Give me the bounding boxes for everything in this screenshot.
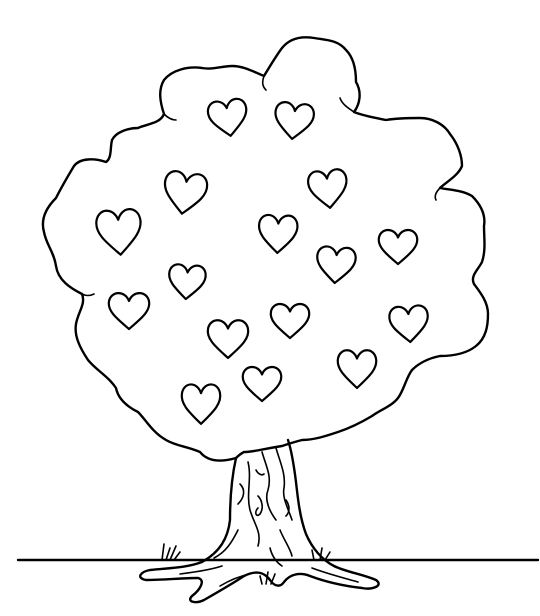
canopy-detail xyxy=(434,187,441,201)
canopy-detail xyxy=(339,97,355,113)
tree-canopy xyxy=(41,36,490,462)
heart-fruit xyxy=(316,245,357,285)
bark-texture xyxy=(311,567,359,583)
bark-texture xyxy=(219,573,251,587)
grass-tuft xyxy=(311,547,331,561)
bark-texture xyxy=(279,529,293,557)
grass-tuft xyxy=(259,571,276,585)
bark-texture xyxy=(247,461,260,547)
heart-fruit xyxy=(206,319,250,360)
heart-fruit xyxy=(388,304,429,344)
heart-fruit xyxy=(168,263,207,301)
heart-fruit xyxy=(377,228,419,266)
heart-fruit xyxy=(206,97,248,137)
canopy-detail xyxy=(163,113,177,121)
heart-fruit xyxy=(307,168,348,209)
bark-texture xyxy=(275,447,293,521)
bark-texture xyxy=(255,495,263,517)
tree-trunk xyxy=(139,438,380,604)
heart-fruit xyxy=(180,383,222,425)
bark-texture xyxy=(179,565,223,575)
bark-texture xyxy=(285,499,290,517)
bark-texture xyxy=(255,469,265,476)
heart-fruit xyxy=(269,302,311,340)
heart-fruit xyxy=(95,208,142,256)
heart-fruit xyxy=(163,170,209,215)
grass-tuft xyxy=(161,543,181,561)
heart-fruit xyxy=(336,349,378,390)
fruit-group xyxy=(95,97,429,425)
bark-texture xyxy=(213,529,239,559)
heart-fruit xyxy=(257,213,299,255)
canopy-detail xyxy=(81,293,95,297)
heart-fruit xyxy=(107,292,151,331)
bark-texture xyxy=(261,451,277,521)
heart-fruit xyxy=(274,101,315,140)
heart-fruit xyxy=(241,365,283,403)
canopy-detail xyxy=(261,75,267,91)
bark-texture xyxy=(269,547,283,567)
bark-texture xyxy=(237,483,245,505)
